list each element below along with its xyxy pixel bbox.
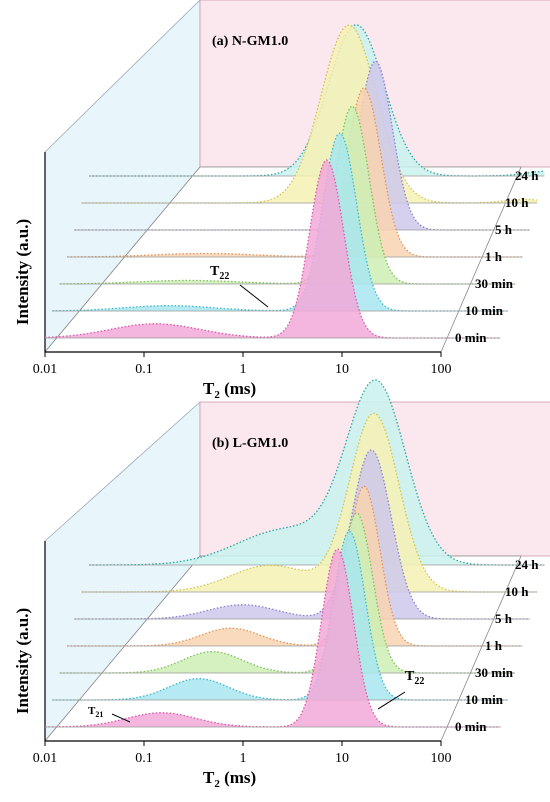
series-line-1-h (67, 87, 523, 258)
category-label: 10 h (505, 584, 529, 599)
x-tick-label: 0.1 (135, 362, 153, 377)
x-tick-label: 10 (335, 362, 349, 377)
category-label: 5 h (495, 222, 513, 237)
category-label: 10 h (505, 195, 529, 210)
x-tick-label: 1 (240, 362, 247, 377)
series-area-10-h (81, 25, 538, 203)
series-line-10-min (52, 132, 508, 312)
category-label: 0 min (455, 719, 487, 734)
category-label: 24 h (515, 168, 539, 183)
panel-label: (b) L-GM1.0 (212, 436, 288, 451)
category-label: 30 min (475, 665, 514, 680)
chart-panel-0: 24 h 10 h 5 h 1 h 30 min 10 min 0 min 0.01 0.1 1 1… (13, 0, 550, 401)
y-axis-title: Intensity (a.u.) (13, 608, 32, 714)
x-tick-label: 0.1 (135, 751, 153, 766)
series-line-10-h (81, 412, 538, 593)
category-label: 10 min (465, 692, 504, 707)
category-label: 0 min (455, 330, 487, 345)
annotation-arrow (111, 713, 131, 723)
annotation-T21: T21 (88, 705, 103, 719)
x-tick-label: 1 (240, 751, 247, 766)
annotation-arrow (239, 284, 269, 308)
panel-label: (a) N-GM1.0 (212, 34, 288, 49)
category-label: 24 h (515, 557, 539, 572)
series-line-30-min (59, 105, 516, 285)
x-tick-label: 100 (431, 362, 452, 377)
annotation-T22: T22 (405, 669, 424, 687)
x-tick-label: 10 (335, 751, 349, 766)
x-axis-title: T2 (ms) (203, 379, 256, 401)
x-tick-label: 0.01 (33, 362, 58, 377)
series-line-24-h (89, 379, 545, 566)
x-axis-title: T2 (ms) (203, 768, 256, 790)
category-label: 1 h (485, 638, 503, 653)
category-label: 1 h (485, 249, 503, 264)
category-label: 10 min (465, 303, 504, 318)
y-axis-title: Intensity (a.u.) (13, 219, 32, 325)
category-label: 5 h (495, 611, 513, 626)
chart-panel-1: 24 h 10 h 5 h 1 h 30 min 10 min 0 min 0.01 0.1 1 1… (13, 379, 550, 790)
x-tick-label: 100 (431, 751, 452, 766)
annotation-T22: T22 (210, 264, 229, 282)
annotation-arrow (377, 691, 406, 710)
x-tick-label: 0.01 (33, 751, 58, 766)
category-label: 30 min (475, 276, 514, 291)
series-area-24-h (89, 380, 545, 565)
